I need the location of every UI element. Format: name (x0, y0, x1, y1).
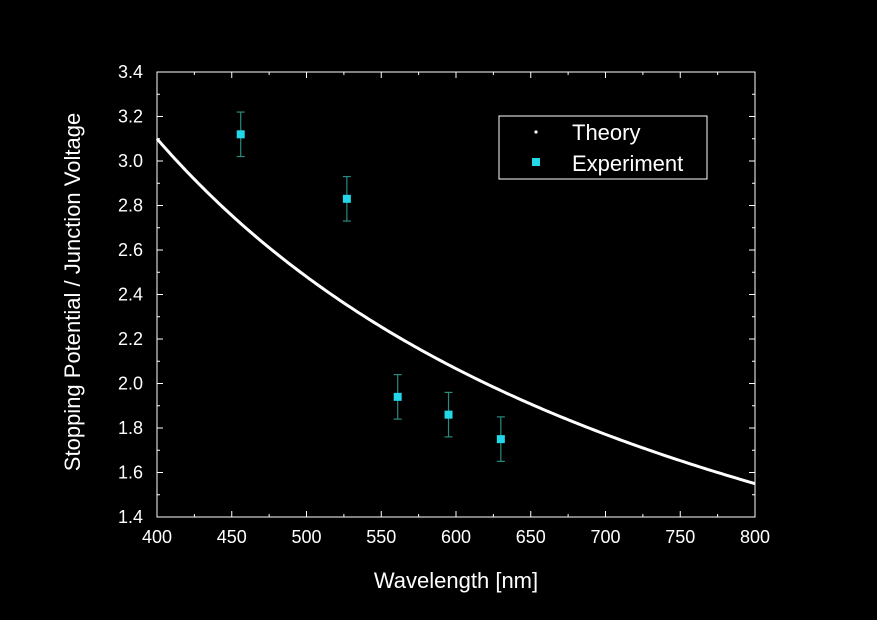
y-tick-label: 1.8 (118, 418, 143, 438)
experiment-point (496, 435, 505, 444)
y-tick-label: 2.6 (118, 240, 143, 260)
experiment-point (393, 392, 402, 401)
x-tick-label: 500 (291, 527, 321, 547)
series-layer (155, 111, 756, 486)
y-axis-title: Stopping Potential / Junction Voltage (60, 113, 85, 471)
legend-box (498, 115, 708, 180)
y-tick-label: 1.6 (118, 463, 143, 483)
x-tick-label: 750 (665, 527, 695, 547)
x-axis-title: Wavelength [nm] (374, 568, 538, 593)
y-tick-label: 1.4 (118, 507, 143, 527)
y-tick-label: 2.8 (118, 196, 143, 216)
y-tick-label: 3.4 (118, 62, 143, 82)
y-tick-label: 2.4 (118, 285, 143, 305)
y-tick-label: 2.2 (118, 329, 143, 349)
y-tick-label: 3.0 (118, 151, 143, 171)
x-tick-label: 600 (441, 527, 471, 547)
experiment-point (236, 130, 245, 139)
x-tick-label: 700 (590, 527, 620, 547)
ticks-layer: 400 450 500 550 600 650 700 750 800 1.4 1.6 1.8 2.0 2… (118, 62, 770, 547)
legend-experiment-marker (532, 158, 540, 166)
legend-theory-marker (534, 130, 538, 134)
y-tick-label: 3.2 (118, 107, 143, 127)
x-tick-label: 650 (516, 527, 546, 547)
experiment-point (444, 410, 453, 419)
experiment-point (342, 194, 351, 203)
legend-experiment-label: Experiment (572, 151, 683, 176)
x-tick-label: 550 (366, 527, 396, 547)
legend-theory-label: Theory (572, 120, 640, 145)
legend: Theory Experiment (498, 115, 708, 180)
theory-curve (155, 137, 756, 486)
y-tick-label: 2.0 (118, 374, 143, 394)
x-tick-label: 450 (217, 527, 247, 547)
x-tick-label: 800 (740, 527, 770, 547)
x-tick-label: 400 (142, 527, 172, 547)
